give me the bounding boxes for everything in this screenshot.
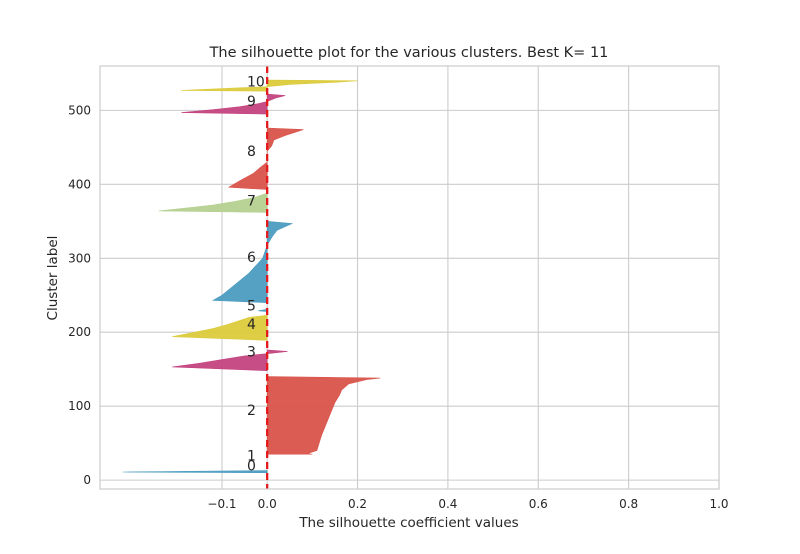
y-axis-label: Cluster label: [45, 236, 61, 321]
x-tick-label: 0.8: [619, 497, 638, 511]
cluster-0-area: [122, 470, 268, 474]
cluster-label: 3: [247, 344, 256, 360]
x-tick-label: −0.1: [207, 497, 236, 511]
y-tick-label: 400: [68, 177, 91, 191]
y-tick-label: 200: [68, 325, 91, 339]
cluster-2-area: [266, 376, 381, 455]
x-tick-label: 0.4: [438, 497, 457, 511]
cluster-3-area: [172, 349, 288, 371]
x-tick-label: 0.2: [348, 497, 367, 511]
cluster-4-area: [172, 314, 268, 341]
tick-labels: −0.1 0.0 0.2 0.4 0.6 0.8 1.0 0 100 200 300 400 500: [68, 103, 728, 511]
x-tick-label: 0.0: [258, 497, 277, 511]
x-tick-label: 0.6: [529, 497, 548, 511]
cluster-label: 8: [247, 144, 256, 160]
cluster-label: 10: [247, 75, 265, 91]
x-axis-label: The silhouette coefficient values: [298, 515, 518, 531]
cluster-6-area: [211, 220, 294, 303]
cluster-label: 6: [247, 250, 256, 266]
cluster-label: 1: [247, 449, 256, 465]
y-tick-label: 300: [68, 251, 91, 265]
cluster-label: 7: [247, 194, 256, 210]
cluster-5-area: [258, 308, 268, 312]
y-tick-label: 500: [68, 103, 91, 117]
cluster-9-area: [181, 93, 286, 115]
cluster-areas: [122, 79, 381, 474]
cluster-7-area: [158, 192, 268, 213]
y-tick-label: 0: [83, 473, 91, 487]
cluster-label: 4: [247, 317, 256, 333]
grid-lines: [100, 66, 720, 489]
cluster-label: 2: [247, 403, 256, 419]
cluster-10-area: [181, 79, 358, 92]
cluster-labels: 01 2 3 4 5 6 7 8 9 10: [247, 75, 265, 475]
y-tick-label: 100: [68, 399, 91, 413]
chart-title: The silhouette plot for the various clus…: [209, 45, 609, 61]
cluster-label: 0: [247, 458, 256, 474]
x-tick-label: 1.0: [709, 497, 728, 511]
cluster-label: 5: [247, 299, 256, 315]
cluster-label: 9: [247, 94, 256, 110]
plot-frame: [99, 65, 720, 490]
